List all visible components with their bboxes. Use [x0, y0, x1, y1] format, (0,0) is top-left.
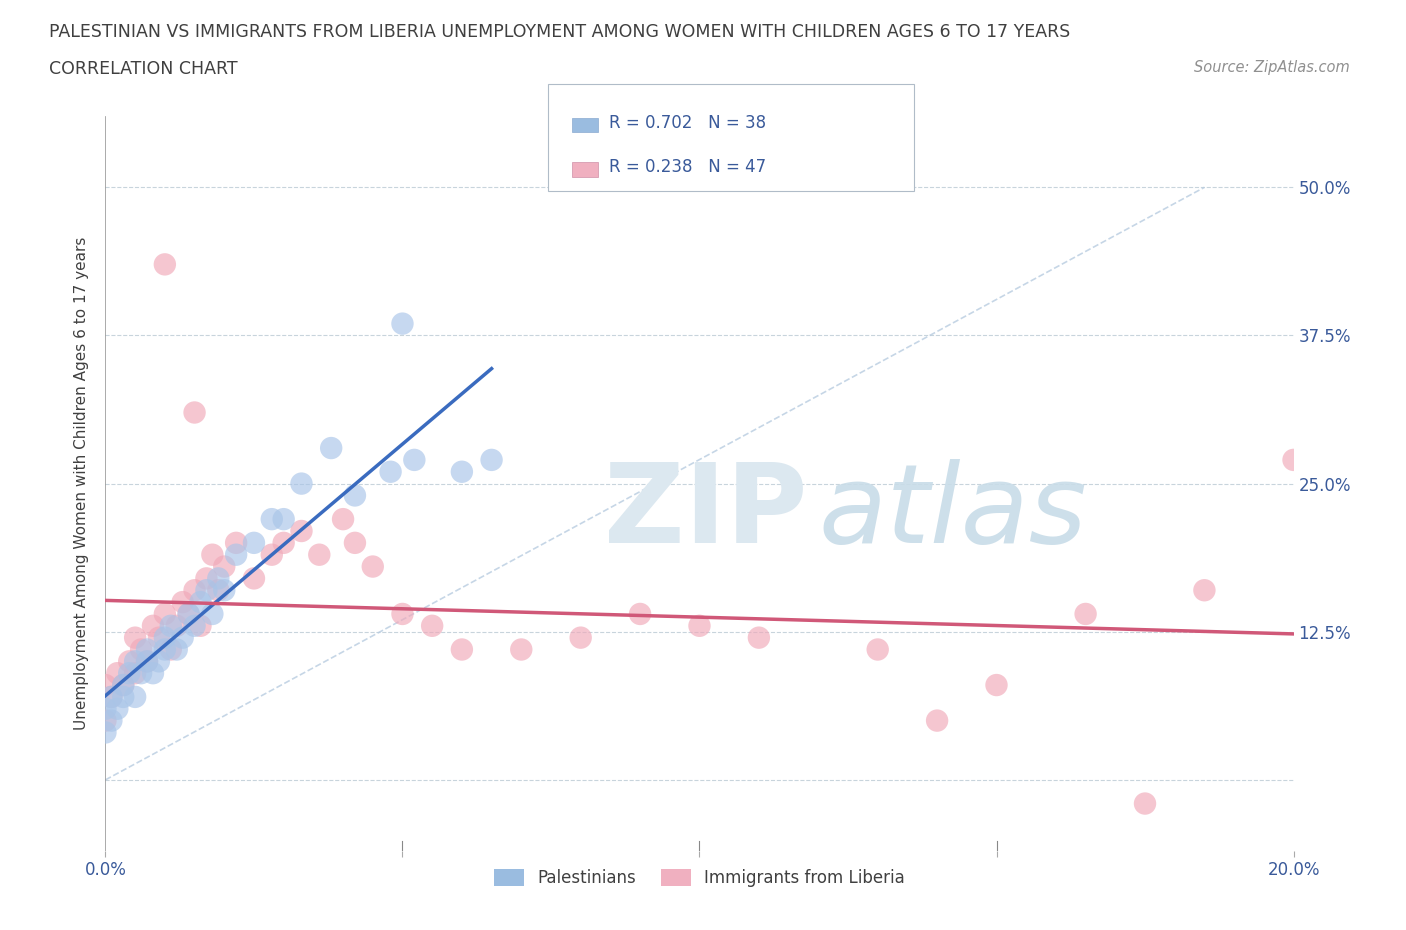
Point	[510, 642, 533, 657]
Point	[153, 642, 176, 657]
Point	[748, 631, 770, 645]
Point	[404, 453, 426, 468]
Point	[112, 678, 135, 693]
Point	[124, 654, 146, 669]
Point	[148, 631, 170, 645]
Point	[183, 618, 205, 633]
Point	[159, 642, 181, 657]
Point	[136, 654, 159, 669]
Point	[153, 606, 176, 621]
Point	[689, 618, 711, 633]
Y-axis label: Unemployment Among Women with Children Ages 6 to 17 years: Unemployment Among Women with Children A…	[75, 237, 90, 730]
Point	[273, 536, 295, 551]
Point	[201, 547, 224, 562]
Point	[332, 512, 354, 526]
Point	[129, 642, 152, 657]
Point	[124, 666, 146, 681]
Point	[142, 618, 165, 633]
Point	[105, 666, 128, 681]
Point	[225, 536, 247, 551]
Point	[628, 606, 651, 621]
Point	[124, 631, 146, 645]
Point	[183, 583, 205, 598]
Point	[343, 488, 366, 503]
Point	[290, 476, 312, 491]
Point	[201, 606, 224, 621]
Point	[207, 571, 229, 586]
Point	[927, 713, 949, 728]
Point	[136, 642, 159, 657]
Point	[866, 642, 889, 657]
Text: ZIP: ZIP	[605, 459, 808, 566]
Point	[100, 689, 122, 704]
Legend: Palestinians, Immigrants from Liberia: Palestinians, Immigrants from Liberia	[488, 862, 911, 894]
Point	[172, 631, 194, 645]
Point	[290, 524, 312, 538]
Point	[129, 666, 152, 681]
Text: atlas: atlas	[818, 459, 1087, 566]
Point	[986, 678, 1008, 693]
Text: R = 0.702   N = 38: R = 0.702 N = 38	[609, 113, 766, 132]
Point	[177, 606, 200, 621]
Point	[94, 725, 117, 740]
Point	[225, 547, 247, 562]
Point	[94, 678, 117, 693]
Point	[195, 583, 218, 598]
Point	[105, 701, 128, 716]
Point	[183, 405, 205, 420]
Text: PALESTINIAN VS IMMIGRANTS FROM LIBERIA UNEMPLOYMENT AMONG WOMEN WITH CHILDREN AG: PALESTINIAN VS IMMIGRANTS FROM LIBERIA U…	[49, 23, 1070, 41]
Point	[94, 701, 117, 716]
Point	[260, 547, 283, 562]
Text: Source: ZipAtlas.com: Source: ZipAtlas.com	[1194, 60, 1350, 75]
Point	[308, 547, 330, 562]
Point	[1133, 796, 1156, 811]
Point	[391, 606, 413, 621]
Text: R = 0.238   N = 47: R = 0.238 N = 47	[609, 158, 766, 177]
Point	[214, 559, 236, 574]
Point	[450, 464, 472, 479]
Text: CORRELATION CHART: CORRELATION CHART	[49, 60, 238, 78]
Point	[159, 618, 181, 633]
Point	[148, 654, 170, 669]
Point	[481, 453, 503, 468]
Point	[118, 666, 141, 681]
Point	[112, 689, 135, 704]
Point	[190, 594, 212, 609]
Point	[172, 594, 194, 609]
Point	[1074, 606, 1097, 621]
Point	[361, 559, 384, 574]
Point	[177, 606, 200, 621]
Point	[166, 618, 188, 633]
Point	[260, 512, 283, 526]
Point	[190, 618, 212, 633]
Point	[243, 571, 266, 586]
Point	[100, 713, 122, 728]
Point	[153, 631, 176, 645]
Point	[195, 571, 218, 586]
Point	[142, 666, 165, 681]
Point	[273, 512, 295, 526]
Point	[124, 689, 146, 704]
Point	[1194, 583, 1216, 598]
Point	[243, 536, 266, 551]
Point	[380, 464, 402, 479]
Point	[166, 642, 188, 657]
Point	[450, 642, 472, 657]
Point	[94, 713, 117, 728]
Point	[420, 618, 443, 633]
Point	[136, 654, 159, 669]
Point	[118, 654, 141, 669]
Point	[321, 441, 343, 456]
Point	[214, 583, 236, 598]
Point	[569, 631, 592, 645]
Point	[391, 316, 413, 331]
Point	[1282, 453, 1305, 468]
Point	[343, 536, 366, 551]
Point	[207, 583, 229, 598]
Point	[153, 257, 176, 272]
Point	[112, 678, 135, 693]
Point	[100, 689, 122, 704]
